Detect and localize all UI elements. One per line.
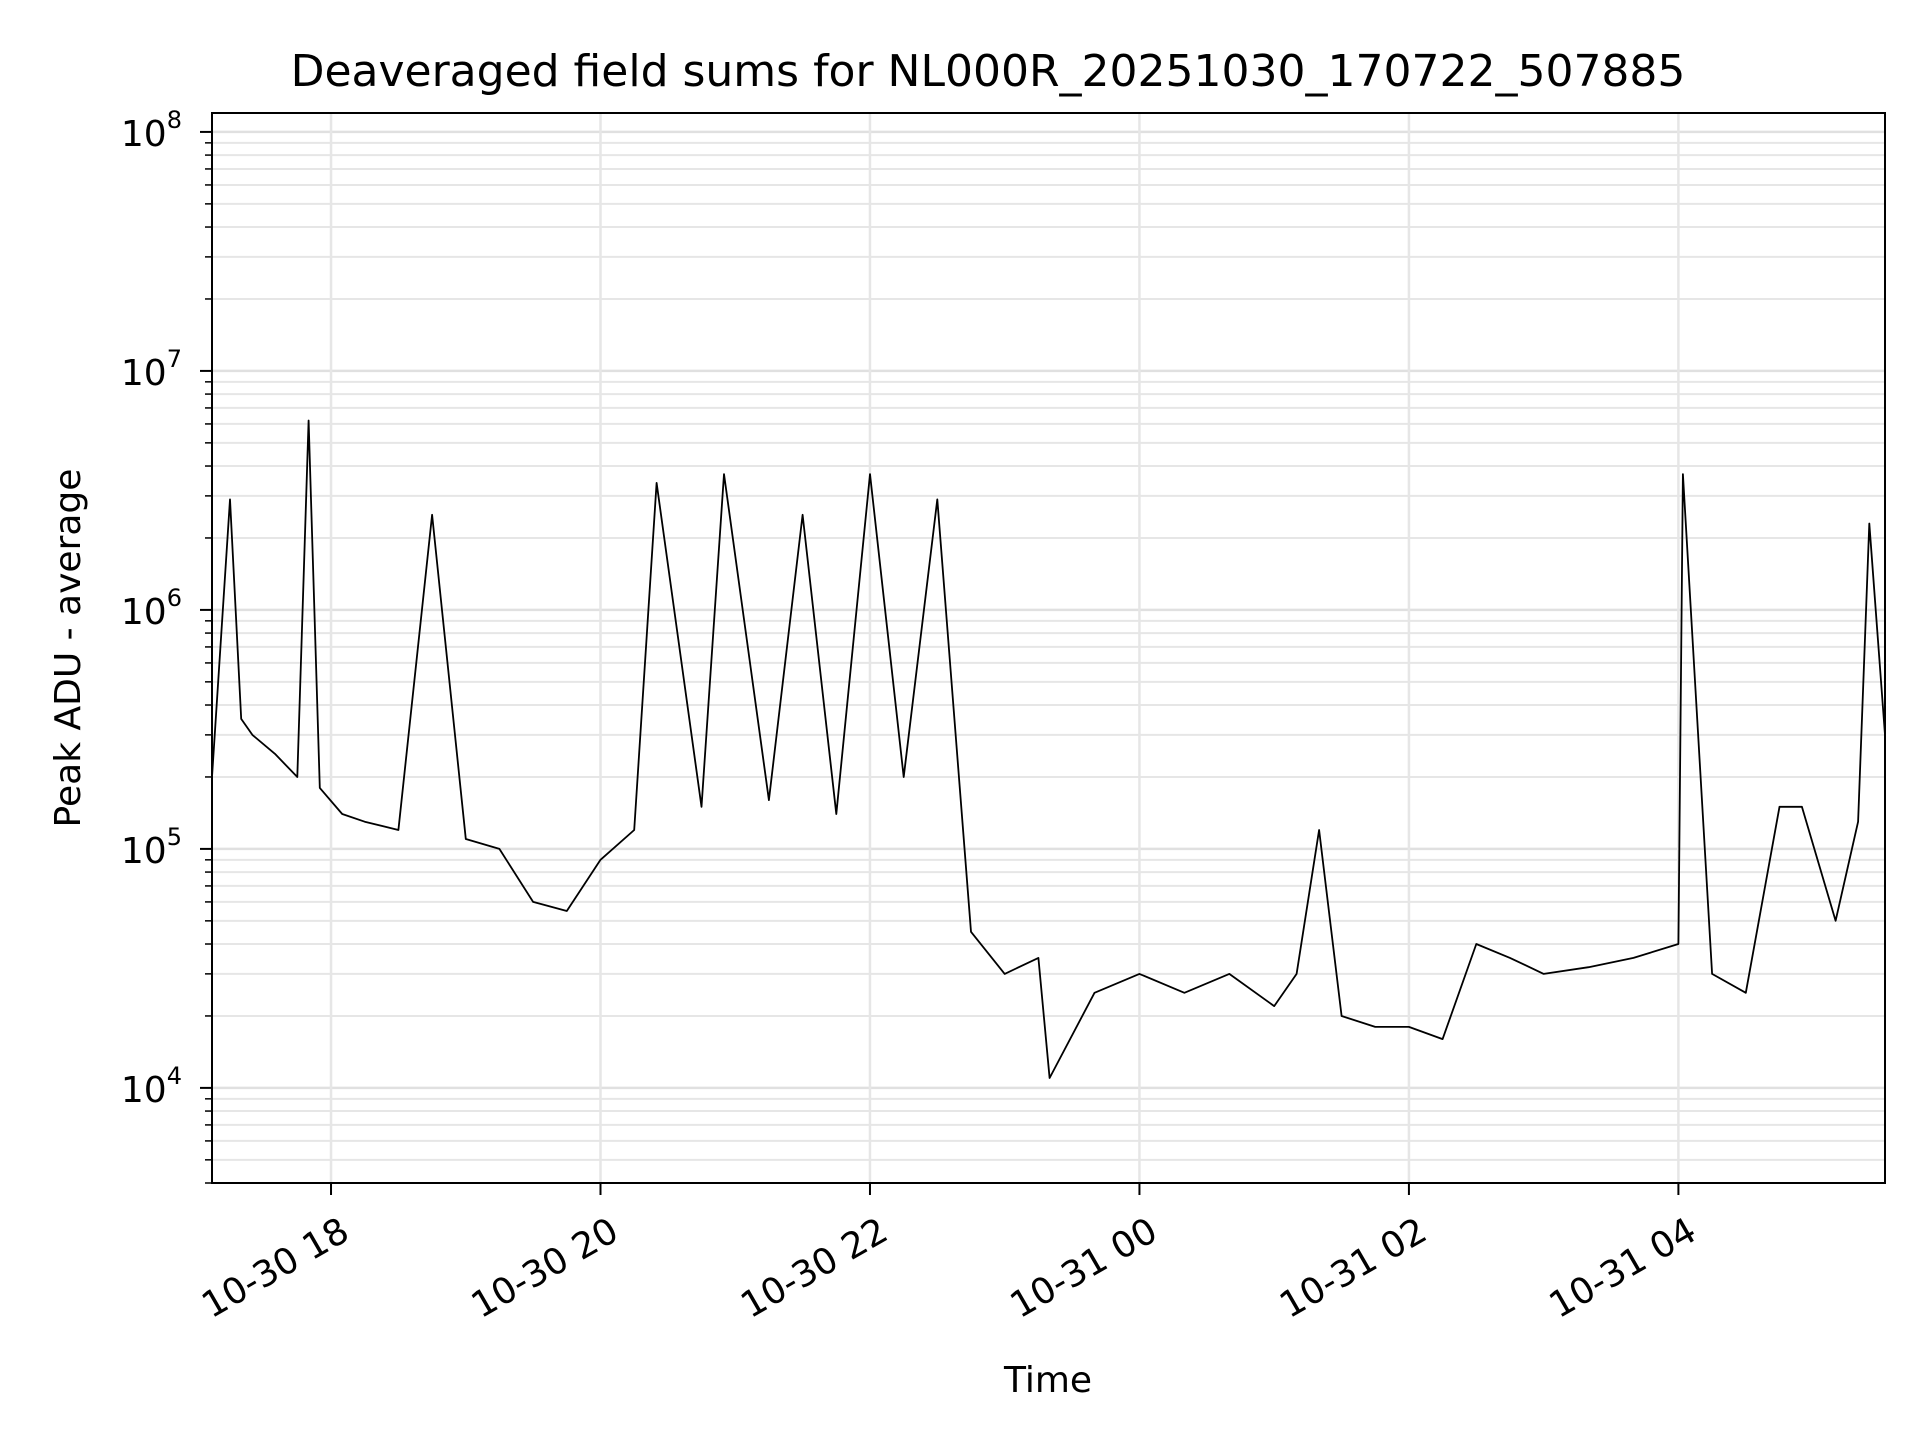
plot-area-frame [211,112,1886,1184]
series-line [211,419,1886,1079]
x-tick-label: 10-31 00 [1004,1210,1165,1326]
y-tick-exponent: 6 [167,584,182,612]
y-tick-label: 107 [121,345,182,394]
y-tick-exponent: 4 [167,1062,182,1090]
x-tick-label: 10-31 02 [1273,1210,1434,1326]
y-tick-exponent: 8 [167,106,182,134]
y-axis-label: Peak ADU - average [48,469,89,828]
y-tick-label: 104 [121,1062,182,1111]
chart-title: Deaveraged field sums for NL000R_2025103… [291,46,1686,97]
series [211,419,1886,1079]
x-tick-label: 10-31 04 [1543,1210,1704,1326]
x-tick-label: 10-30 20 [465,1210,626,1326]
x-axis: 10-30 18 10-30 20 10-30 22 10-31 00 10-31 02… [195,1183,1703,1327]
y-tick-exponent: 5 [167,823,182,851]
x-tick-label: 10-30 22 [734,1210,895,1326]
x-axis-label: Time [1003,1360,1092,1401]
y-tick-label: 105 [121,823,182,872]
y-tick-label: 106 [121,584,182,633]
y-axis: 104 105 106 107 108 [121,106,212,1184]
y-tick-exponent: 7 [167,345,182,373]
y-tick-label: 108 [121,106,182,155]
grid [212,113,1885,1184]
x-tick-label: 10-30 18 [195,1210,356,1326]
